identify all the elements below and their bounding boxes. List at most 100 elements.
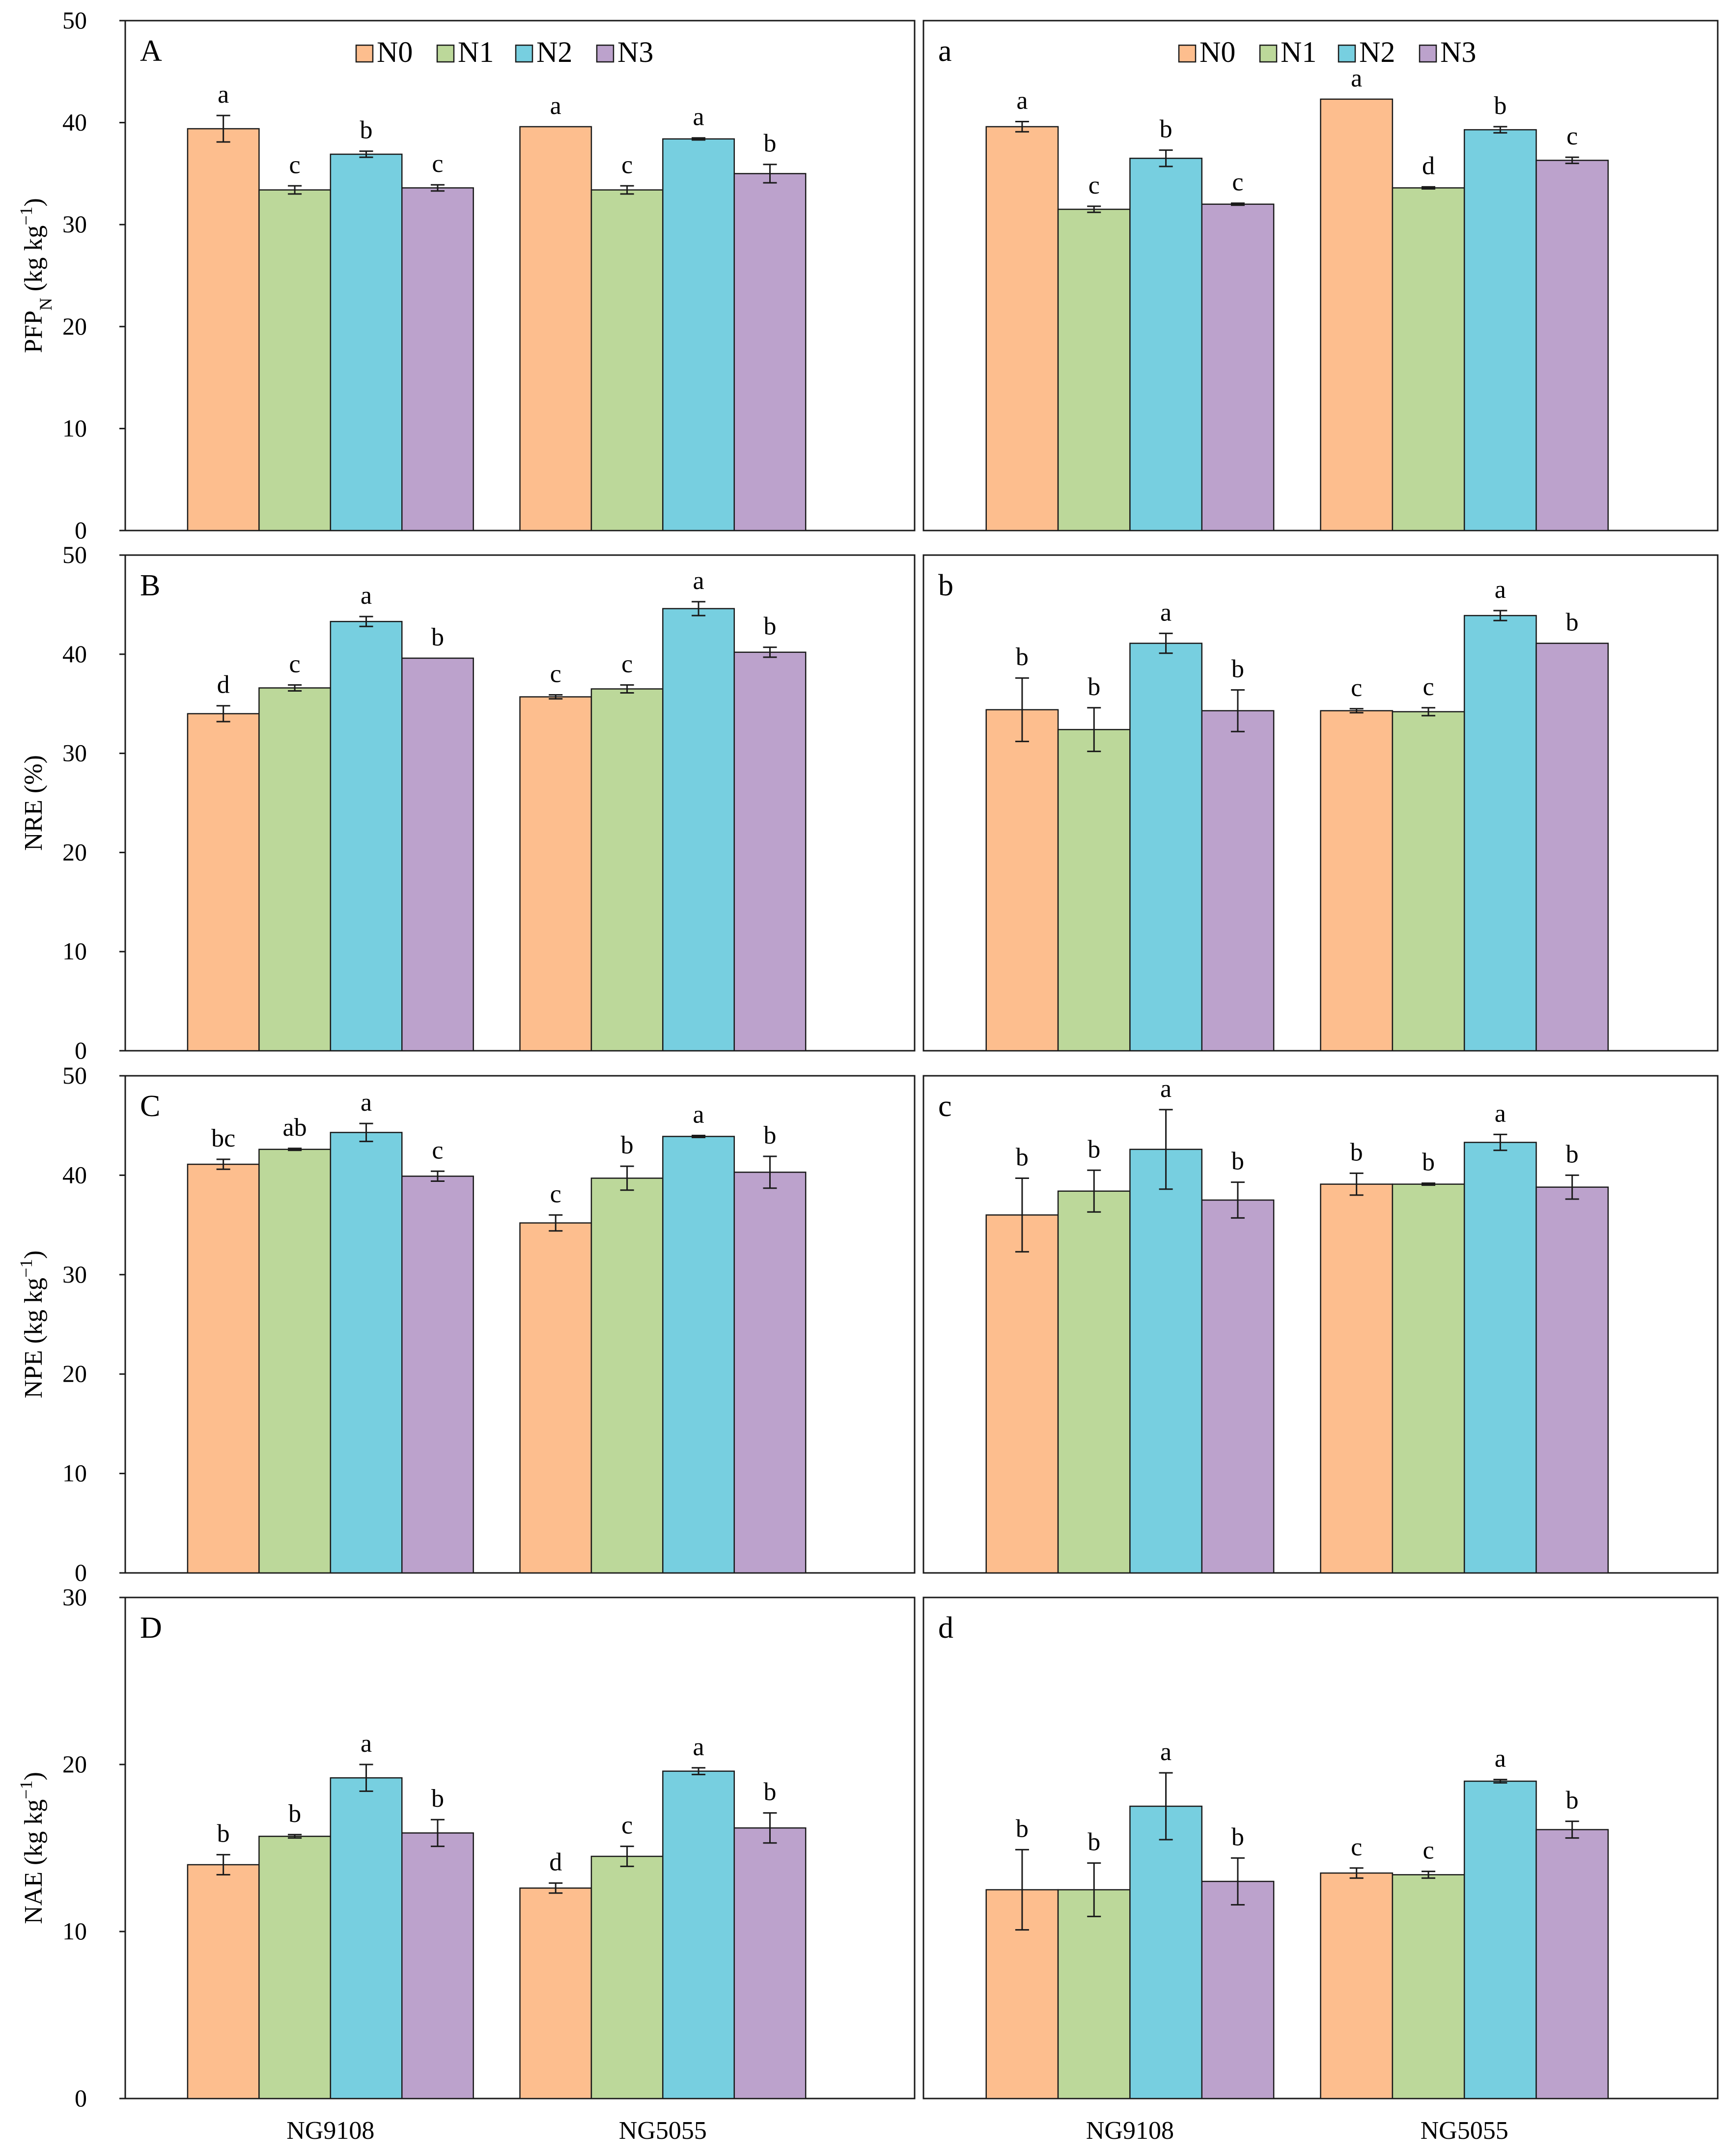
bar-n1-ng9108 xyxy=(1057,728,1131,1052)
bar-n2-ng9108 xyxy=(1129,1148,1203,1574)
panel-D: 0 10 20 30 NAE (kg kg−1) Db b a b NG9108 d c a b NG505… xyxy=(16,1583,916,2145)
significance-letter: a xyxy=(693,567,704,595)
legend-label-n2: N2 xyxy=(536,36,572,68)
bar-n3-ng9108 xyxy=(401,1176,474,1574)
legend-label-n3: N3 xyxy=(617,36,653,68)
y-tick-label: 10 xyxy=(62,1917,87,1945)
bar-n1-ng5055 xyxy=(1392,711,1465,1052)
bar-n3-ng5055 xyxy=(733,1827,807,2100)
y-axis-title-ylabel_sup: −1 xyxy=(16,1780,36,1799)
panel-c: c b b a b b b a b xyxy=(922,1075,1719,1574)
significance-letter: a xyxy=(1351,64,1362,92)
bar-n2-ng5055 xyxy=(1463,129,1537,532)
significance-letter: b xyxy=(431,623,444,651)
bar-n2-ng5055 xyxy=(662,138,735,532)
panel-letter: c xyxy=(938,1090,952,1123)
significance-letter: b xyxy=(764,1778,777,1806)
bar-n1-ng5055 xyxy=(1392,187,1465,532)
bar-n1-ng9108 xyxy=(258,687,332,1052)
bar-n0-ng9108 xyxy=(985,709,1059,1052)
significance-letter: b xyxy=(764,613,777,641)
legend-swatch-n2 xyxy=(1338,44,1356,63)
y-tick-label: 40 xyxy=(62,1161,87,1188)
x-category-label: NG9108 xyxy=(1086,2117,1174,2145)
y-axis-title-ylabel_end: ) xyxy=(20,1250,48,1259)
bar-n2-ng5055 xyxy=(662,1136,735,1574)
y-tick-label: 40 xyxy=(62,109,87,136)
y-axis-title-ylabel_end: ) xyxy=(20,1772,48,1780)
panel-letter: B xyxy=(140,569,160,602)
bar-n0-ng9108 xyxy=(985,126,1059,532)
legend-label-n3: N3 xyxy=(1440,36,1476,68)
significance-letter: a xyxy=(361,582,372,610)
bar-n3-ng5055 xyxy=(733,1172,807,1574)
legend-label-n2: N2 xyxy=(1359,36,1395,68)
bar-n2-ng5055 xyxy=(662,1770,735,2100)
bar-n3-ng9108 xyxy=(1201,203,1275,532)
significance-letter: b xyxy=(431,1785,444,1813)
bar-n2-ng9108 xyxy=(330,620,403,1052)
y-tick-label: 30 xyxy=(62,210,87,238)
significance-letter: c xyxy=(1351,1833,1362,1861)
bar-n0-ng5055 xyxy=(1320,98,1394,532)
legend-swatch-n1 xyxy=(436,44,455,63)
bar-n3-ng5055 xyxy=(1535,1829,1609,2100)
y-tick-label: 0 xyxy=(75,516,87,544)
y-axis-title: NAE (kg kg−1) xyxy=(16,1772,48,1924)
significance-letter: b xyxy=(360,116,373,144)
significance-letter: b xyxy=(1016,643,1029,671)
significance-letter: a xyxy=(1495,1099,1506,1127)
bar-n1-ng5055 xyxy=(590,1855,664,2100)
bar-n3-ng5055 xyxy=(733,173,807,532)
y-tick-label: 20 xyxy=(62,1360,87,1387)
bar-n3-ng5055 xyxy=(733,651,807,1052)
bar-n1-ng9108 xyxy=(1057,1190,1131,1574)
bar-n3-ng5055 xyxy=(1535,1186,1609,1574)
bar-n2-ng5055 xyxy=(1463,1142,1537,1574)
bar-n0-ng5055 xyxy=(1320,1872,1394,2100)
significance-letter: b xyxy=(764,1121,777,1149)
significance-letter: a xyxy=(550,92,561,120)
significance-letter: c xyxy=(1423,1837,1434,1865)
bar-n1-ng9108 xyxy=(258,189,332,532)
legend-label-n0: N0 xyxy=(377,36,413,68)
significance-letter: b xyxy=(1494,92,1507,120)
significance-letter: b xyxy=(621,1131,634,1159)
significance-letter: a xyxy=(1495,576,1506,604)
panel-d: d b b a b NG9108 c c a b NG5055 xyxy=(922,1596,1719,2145)
bar-n0-ng9108 xyxy=(187,1163,260,1574)
legend-label-n0: N0 xyxy=(1200,36,1235,68)
panel-a: a a c b c a d b c N0 N1 N2 N3 xyxy=(922,20,1719,532)
significance-letter: a xyxy=(1160,598,1172,626)
significance-letter: b xyxy=(1088,1828,1100,1856)
bar-n2-ng5055 xyxy=(1463,615,1537,1052)
y-tick-label: 0 xyxy=(75,2084,87,2112)
significance-letter: c xyxy=(289,650,301,678)
significance-letter: a xyxy=(1016,87,1028,115)
significance-letter: b xyxy=(1231,655,1244,683)
bar-n2-ng9108 xyxy=(330,153,403,532)
y-tick-label: 30 xyxy=(62,1583,87,1611)
bar-n3-ng5055 xyxy=(1535,643,1609,1052)
y-tick-label: 10 xyxy=(62,1459,87,1487)
y-tick-label: 20 xyxy=(62,312,87,340)
y-axis-title-ylabel_sup: −1 xyxy=(16,206,36,225)
significance-letter: c xyxy=(432,150,443,178)
bar-n3-ng9108 xyxy=(1201,1199,1275,1574)
y-axis-title-ylabel_main: NPE (kg kg xyxy=(20,1278,48,1399)
panel-letter: C xyxy=(140,1090,160,1123)
y-axis-title-ylabel_sup: −1 xyxy=(16,1259,36,1278)
significance-letter: c xyxy=(621,650,633,678)
bar-n2-ng9108 xyxy=(1129,643,1203,1052)
significance-letter: a xyxy=(693,1733,704,1761)
significance-letter: c xyxy=(621,151,633,179)
significance-letter: c xyxy=(1566,122,1578,150)
bar-n2-ng5055 xyxy=(1463,1780,1537,2100)
y-tick-label: 40 xyxy=(62,640,87,668)
bar-n3-ng9108 xyxy=(401,1832,474,2100)
y-tick-label: 50 xyxy=(62,541,87,568)
y-axis-title-ylabel_main: NRE (%) xyxy=(20,755,48,851)
y-axis-title-ylabel_rest: (kg kg xyxy=(20,225,48,298)
bar-n1-ng9108 xyxy=(1057,1889,1131,2100)
